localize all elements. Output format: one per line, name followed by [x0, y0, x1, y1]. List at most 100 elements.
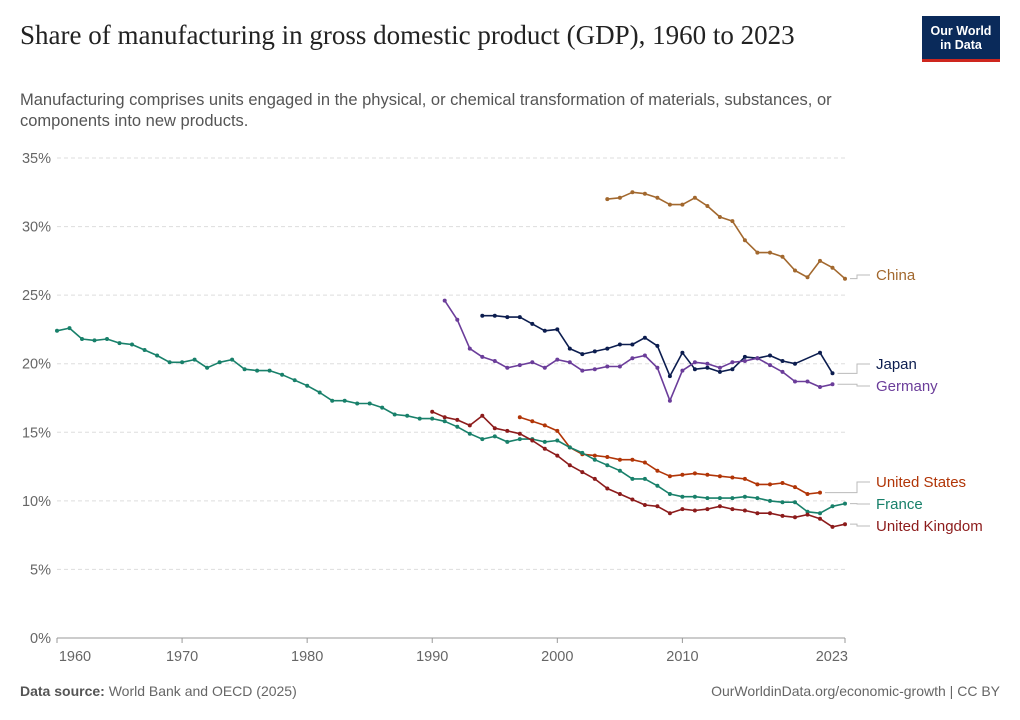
data-point: [768, 482, 772, 487]
data-point: [505, 365, 510, 370]
data-point: [768, 353, 772, 358]
data-point: [517, 431, 522, 436]
label-connector: [850, 523, 870, 527]
data-point: [692, 471, 697, 476]
y-tick-label: 0%: [30, 631, 51, 647]
data-point: [680, 494, 685, 499]
series-line-france: [56, 327, 846, 515]
x-axis: 1960 1970 1980 1990 2000 2010 2023: [56, 637, 848, 665]
data-point: [405, 413, 410, 418]
data-point: [192, 357, 197, 362]
data-point: [67, 326, 72, 331]
data-point: [505, 428, 510, 433]
series-line-united-kingdom: [431, 410, 846, 528]
data-point: [542, 328, 547, 333]
data-point: [605, 463, 610, 468]
data-point: [392, 412, 397, 417]
series-label-germany: Germany: [837, 378, 938, 395]
data-point: [717, 365, 722, 370]
series-japan[interactable]: [480, 313, 835, 379]
data-point: [655, 195, 660, 200]
data-point: [692, 195, 697, 200]
series-united-states[interactable]: [517, 415, 822, 496]
data-point: [542, 446, 547, 451]
data-point: [730, 360, 735, 365]
data-point: [517, 437, 522, 442]
label-connector: [850, 274, 870, 280]
data-point: [742, 476, 747, 481]
data-point: [480, 413, 485, 418]
data-point: [630, 476, 635, 481]
data-point: [230, 357, 235, 362]
data-point: [717, 369, 722, 374]
data-point: [680, 202, 685, 207]
series-label-japan: Japan: [837, 356, 917, 374]
data-point: [667, 374, 672, 379]
data-point: [292, 378, 297, 383]
data-point: [843, 276, 847, 281]
data-point: [818, 490, 822, 495]
data-point: [592, 457, 597, 462]
data-point: [830, 265, 835, 270]
data-point: [843, 501, 847, 506]
data-point: [705, 365, 710, 370]
data-point: [630, 356, 635, 361]
data-point: [555, 428, 560, 433]
data-point: [793, 268, 797, 273]
series-line-china: [607, 191, 846, 280]
data-point: [830, 524, 835, 529]
data-point: [542, 365, 547, 370]
data-point: [555, 327, 560, 332]
data-point: [580, 352, 585, 357]
series-labels: China Japan Germany United States France Unit…: [824, 267, 983, 535]
data-point: [442, 419, 447, 424]
data-point: [830, 371, 835, 376]
data-point: [818, 385, 822, 389]
data-point: [355, 401, 360, 406]
logo-line-2: in Data: [940, 37, 982, 52]
data-point: [755, 511, 760, 516]
data-point: [705, 507, 710, 512]
data-point: [805, 492, 810, 496]
label-connector: [837, 363, 870, 374]
data-point: [342, 398, 347, 403]
series-germany[interactable]: [442, 298, 835, 403]
data-point: [567, 360, 572, 365]
data-point: [492, 434, 497, 439]
data-point: [455, 424, 460, 429]
series-label-france: France: [850, 496, 923, 513]
data-point: [467, 423, 472, 428]
x-tick-label: 1980: [291, 649, 323, 665]
data-point: [217, 360, 222, 365]
data-point: [717, 215, 722, 219]
data-point: [442, 298, 447, 303]
data-point: [742, 354, 747, 359]
data-point: [480, 313, 485, 318]
series-label-text: Japan: [876, 356, 917, 373]
chart-subtitle: Manufacturing comprises units engaged in…: [20, 91, 832, 130]
data-point: [705, 496, 710, 501]
data-point: [730, 367, 735, 372]
data-point: [755, 482, 760, 487]
data-point: [667, 474, 672, 479]
owid-logo[interactable]: Our World in Data: [922, 16, 1000, 62]
data-point: [805, 512, 810, 517]
data-point: [830, 504, 835, 509]
data-point: [730, 507, 735, 512]
data-point: [680, 472, 685, 477]
data-point: [742, 508, 747, 513]
data-point: [567, 463, 572, 468]
y-tick-label: 5%: [30, 562, 51, 578]
series-label-china: China: [850, 267, 916, 284]
data-point: [655, 483, 660, 488]
data-point: [730, 219, 735, 224]
chart-title: Share of manufacturing in gross domestic…: [20, 20, 795, 50]
data-point: [567, 346, 572, 351]
data-point: [793, 500, 797, 505]
data-point: [642, 460, 647, 465]
series-united-kingdom[interactable]: [430, 409, 847, 529]
series-france[interactable]: [55, 326, 847, 516]
series-china[interactable]: [605, 190, 847, 281]
footer-link[interactable]: OurWorldinData.org/economic-growth | CC …: [711, 683, 1000, 699]
data-point: [555, 453, 560, 458]
